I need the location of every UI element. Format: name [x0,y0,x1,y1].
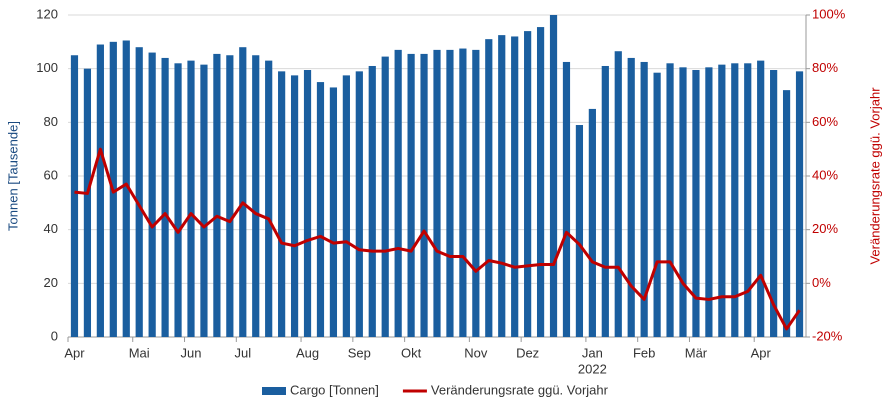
y-tick-label: 80 [44,114,58,129]
legend-label: Cargo [Tonnen] [290,382,379,397]
x-tick-label: Okt [401,345,422,360]
x-tick-label: Apr [751,345,772,360]
bar [70,55,79,337]
bar [498,35,506,337]
bar [692,70,700,337]
y2-tick-label: 60% [812,114,838,129]
bar [420,53,428,338]
line [74,147,801,331]
bar [174,63,182,338]
bar [433,49,441,338]
legend-label: Veränderungsrate ggü. Vorjahr [431,382,609,397]
bar [588,108,596,338]
x-tick-label: Feb [633,345,655,360]
x-tick-label: Mär [685,345,708,360]
bar [666,63,674,338]
bar [290,75,299,337]
bar [627,57,635,337]
y-tick-label: 100 [36,60,58,75]
bar [653,72,661,338]
bar [770,70,778,337]
bar [614,51,622,337]
bar [303,70,312,337]
bar [329,87,338,337]
x-tick-label: Jul [234,345,251,360]
bar [782,90,791,337]
bar [355,71,363,337]
bar [239,47,247,337]
bar [731,63,739,338]
bar [252,55,260,337]
bar [368,65,376,337]
bar [536,27,545,337]
x-tick-label: Jan [582,345,603,360]
y2-tick-label: 100% [812,6,846,21]
bar [226,55,234,337]
bar [407,53,415,338]
y-tick-label: 20 [44,275,58,290]
bar [679,67,687,337]
x-tick-label: Apr [64,345,85,360]
y2-tick-label: 80% [812,60,838,75]
x-tick-label: Mai [129,345,150,360]
bar [562,61,571,337]
bar [524,31,532,337]
x-tick-label: Jun [181,345,202,360]
y2-axis-label: Veränderungsrate ggü. Vorjahr [867,87,882,265]
bar [96,44,104,338]
bar [485,39,493,338]
bar [795,71,804,337]
bar [757,60,765,337]
bar [575,125,584,338]
y-axis-label: Tonnen [Tausende] [5,121,20,231]
y2-tick-label: 20% [812,221,838,236]
x-tick-label: Dez [516,345,539,360]
year-label: 2022 [578,361,607,376]
bar [122,40,130,337]
y-tick-label: 120 [36,6,58,21]
bar [472,49,480,338]
y2-tick-label: 0% [812,275,831,290]
x-tick-label: Aug [296,345,319,360]
y2-tick-label: 40% [812,167,838,182]
y-tick-label: 40 [44,221,58,236]
x-tick-label: Nov [464,345,488,360]
y2-tick-label: -20% [812,328,843,343]
bar [83,68,92,338]
bar [705,67,713,337]
bar [213,53,221,338]
bar [394,49,402,338]
bar [549,15,558,337]
bar [161,57,169,337]
bar [381,56,389,337]
y-tick-label: 0 [51,328,58,343]
bar [200,64,208,338]
bar [148,52,156,338]
bar [459,48,467,338]
bar [640,61,648,337]
legend-swatch [262,387,286,395]
bar [718,64,726,338]
bar [278,71,286,337]
bar [316,82,325,337]
bar [135,47,143,337]
x-tick-label: Sep [348,345,371,360]
bar [446,49,454,338]
bar [744,63,752,338]
bar [342,75,350,337]
bar [265,60,273,337]
bar [511,36,519,337]
y-tick-label: 60 [44,167,58,182]
bar [187,60,195,337]
bar [601,65,609,337]
